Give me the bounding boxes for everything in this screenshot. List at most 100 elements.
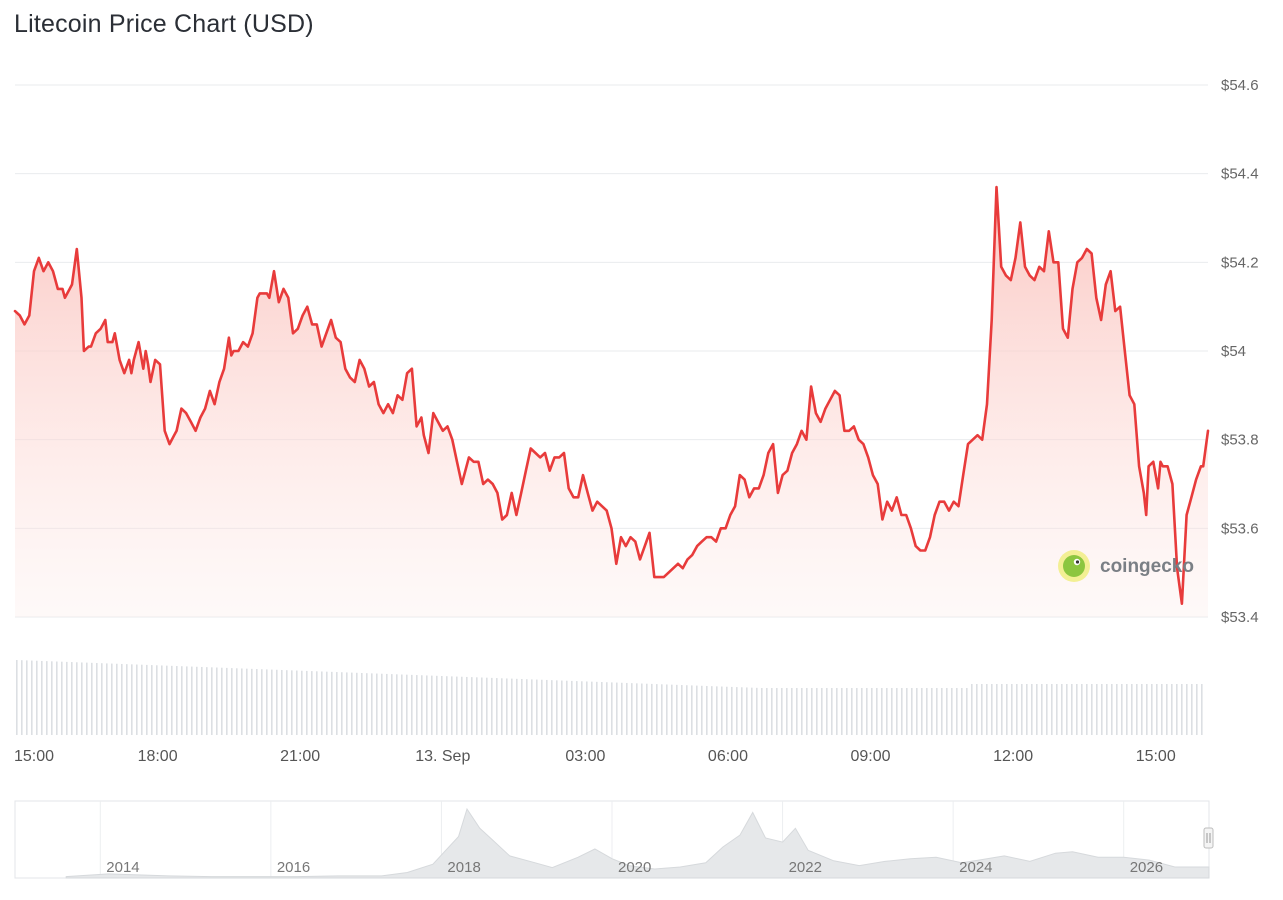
navigator-year-label: 2016 xyxy=(277,859,310,876)
volume-bar xyxy=(901,688,903,735)
volume-bar xyxy=(401,674,403,735)
volume-bar xyxy=(1101,684,1103,735)
volume-bar xyxy=(36,660,38,735)
volume-bar xyxy=(706,685,708,735)
y-tick-label: $53.6 xyxy=(1221,520,1259,537)
volume-bar xyxy=(811,688,813,735)
volume-bar xyxy=(646,683,648,735)
volume-bar xyxy=(31,660,33,735)
volume-bar xyxy=(856,688,858,735)
volume-bar xyxy=(1106,684,1108,735)
volume-bar xyxy=(971,684,973,735)
volume-bar xyxy=(1131,684,1133,735)
volume-bar xyxy=(841,688,843,735)
volume-bar xyxy=(51,661,53,735)
volume-bar xyxy=(626,682,628,735)
volume-bar xyxy=(121,663,123,735)
volume-bar xyxy=(866,688,868,735)
volume-bar xyxy=(961,688,963,735)
volume-bar xyxy=(226,667,228,735)
volume-bar xyxy=(246,668,248,735)
volume-bar xyxy=(76,662,78,735)
x-tick-label: 18:00 xyxy=(138,748,178,765)
x-tick-label: 09:00 xyxy=(851,748,891,765)
volume-bar xyxy=(771,688,773,735)
volume-bar xyxy=(46,661,48,735)
volume-bar xyxy=(1146,684,1148,735)
volume-bar xyxy=(386,673,388,735)
volume-bar xyxy=(686,685,688,735)
volume-bar xyxy=(301,670,303,735)
volume-bar xyxy=(886,688,888,735)
volume-bar xyxy=(366,673,368,735)
volume-bar xyxy=(776,688,778,735)
volume-bar xyxy=(871,688,873,735)
volume-bar xyxy=(821,688,823,735)
volume-bar xyxy=(951,688,953,735)
volume-bar xyxy=(991,684,993,735)
volume-bar xyxy=(1126,684,1128,735)
volume-bar xyxy=(141,664,143,735)
volume-bar xyxy=(456,676,458,735)
volume-bar xyxy=(471,677,473,735)
volume-bar xyxy=(896,688,898,735)
x-tick-label: 15:00 xyxy=(14,748,54,765)
volume-bar xyxy=(571,680,573,735)
volume-bar xyxy=(1041,684,1043,735)
volume-bar xyxy=(546,679,548,735)
price-area-fill xyxy=(15,187,1208,617)
volume-bar xyxy=(946,688,948,735)
volume-bar xyxy=(1141,684,1143,735)
volume-bar xyxy=(1136,684,1138,735)
volume-bar xyxy=(826,688,828,735)
navigator-labels: 2014 2016 2018 2020 2022 2024 2026 xyxy=(106,859,1163,876)
volume-bar xyxy=(221,667,223,735)
volume-bar xyxy=(511,678,513,735)
volume-bar xyxy=(516,678,518,735)
volume-bar xyxy=(966,688,968,735)
volume-bar xyxy=(341,672,343,735)
volume-bar xyxy=(891,688,893,735)
volume-bar xyxy=(351,672,353,735)
volume-bar xyxy=(761,688,763,735)
volume-bar xyxy=(921,688,923,735)
volume-bar xyxy=(716,686,718,735)
volume-bar xyxy=(671,684,673,735)
volume-bar xyxy=(816,688,818,735)
navigator-year-label: 2024 xyxy=(959,859,992,876)
volume-bar xyxy=(266,669,268,735)
navigator-area xyxy=(65,807,1210,879)
volume-bar xyxy=(251,668,253,735)
watermark-text: coingecko xyxy=(1100,556,1194,577)
y-tick-label: $54.4 xyxy=(1221,166,1259,183)
volume-bar xyxy=(131,664,133,735)
navigator-handle[interactable] xyxy=(1203,827,1214,849)
volume-bar xyxy=(751,687,753,735)
volume-bar xyxy=(491,677,493,735)
x-tick-label: 15:00 xyxy=(1136,748,1176,765)
volume-bar xyxy=(286,670,288,735)
volume-bar xyxy=(861,688,863,735)
navigator-area-fill xyxy=(65,807,1210,879)
volume-bar xyxy=(176,666,178,735)
volume-bar xyxy=(156,665,158,735)
volume-bar xyxy=(321,671,323,735)
volume-bar xyxy=(581,681,583,735)
volume-bar xyxy=(956,688,958,735)
volume-bar xyxy=(231,668,233,735)
volume-bar xyxy=(241,668,243,735)
volume-bar xyxy=(181,666,183,735)
volume-bar xyxy=(41,660,43,735)
volume-bar xyxy=(691,685,693,735)
volume-bar xyxy=(506,678,508,735)
range-navigator[interactable]: 2014 2016 2018 2020 2022 2024 2026 xyxy=(14,800,1214,879)
volume-bar xyxy=(71,662,73,735)
volume-bar xyxy=(931,688,933,735)
volume-bar xyxy=(311,671,313,735)
volume-bar xyxy=(346,672,348,735)
volume-bar xyxy=(591,681,593,735)
volume-bar xyxy=(1151,684,1153,735)
volume-bar xyxy=(256,669,258,735)
volume-bar xyxy=(276,669,278,735)
